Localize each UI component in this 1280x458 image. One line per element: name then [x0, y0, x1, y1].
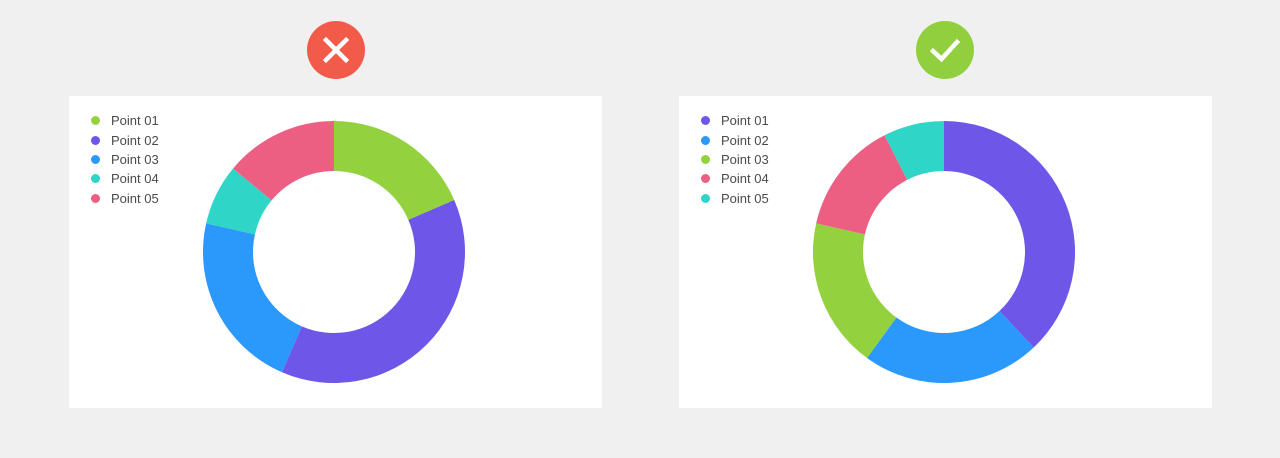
legend-label: Point 01 — [721, 113, 769, 129]
slice-point-05 — [233, 121, 334, 201]
legend-swatch — [701, 135, 710, 145]
slice-point-02 — [867, 311, 1034, 383]
slice-point-02 — [281, 199, 465, 384]
legend-label: Point 01 — [111, 113, 159, 129]
legend-swatch — [91, 154, 100, 164]
legend-label: Point 04 — [111, 171, 159, 187]
legend-item-point-05: Point 05 — [91, 189, 159, 208]
legend-label: Point 05 — [111, 190, 159, 206]
legend-item-point-03: Point 03 — [91, 150, 159, 169]
legend-swatch — [91, 174, 100, 184]
chart-panel-right: Point 01 Point 02 Point 03 Point 04 Point 05 — [679, 96, 1212, 408]
legend-swatch — [91, 193, 100, 203]
donut-chart — [813, 121, 1075, 383]
legend: Point 01 Point 02 Point 03 Point 04 Point 05 — [91, 111, 159, 208]
legend-swatch — [701, 174, 710, 184]
legend-label: Point 04 — [721, 171, 769, 187]
legend: Point 01 Point 02 Point 03 Point 04 Point 05 — [701, 111, 769, 208]
legend-item-point-01: Point 01 — [91, 111, 159, 130]
legend-label: Point 03 — [111, 151, 159, 167]
legend-item-point-04: Point 04 — [91, 169, 159, 188]
legend-swatch — [701, 116, 710, 126]
slice-point-03 — [203, 223, 302, 373]
legend-label: Point 02 — [111, 132, 159, 148]
chart-panel-wrong: Point 01 Point 02 Point 03 Point 04 Point 05 — [69, 96, 602, 408]
legend-item-point-01: Point 01 — [701, 111, 769, 130]
legend-swatch — [91, 135, 100, 145]
wrong-badge — [307, 21, 365, 79]
legend-item-point-04: Point 04 — [701, 169, 769, 188]
legend-swatch — [701, 193, 710, 203]
legend-label: Point 05 — [721, 190, 769, 206]
legend-swatch — [91, 116, 100, 126]
close-icon — [322, 36, 350, 64]
legend-item-point-02: Point 02 — [91, 130, 159, 149]
slice-point-04 — [816, 135, 908, 235]
legend-item-point-02: Point 02 — [701, 130, 769, 149]
check-icon — [929, 38, 961, 63]
slice-point-04 — [206, 168, 272, 235]
legend-swatch — [701, 154, 710, 164]
donut-chart — [203, 121, 465, 384]
legend-label: Point 02 — [721, 132, 769, 148]
slice-point-03 — [813, 223, 897, 358]
legend-item-point-05: Point 05 — [701, 189, 769, 208]
slice-point-01 — [334, 121, 455, 220]
right-badge — [916, 21, 974, 79]
legend-item-point-03: Point 03 — [701, 150, 769, 169]
slice-point-01 — [944, 121, 1075, 348]
legend-label: Point 03 — [721, 151, 769, 167]
slice-point-05 — [884, 121, 944, 180]
